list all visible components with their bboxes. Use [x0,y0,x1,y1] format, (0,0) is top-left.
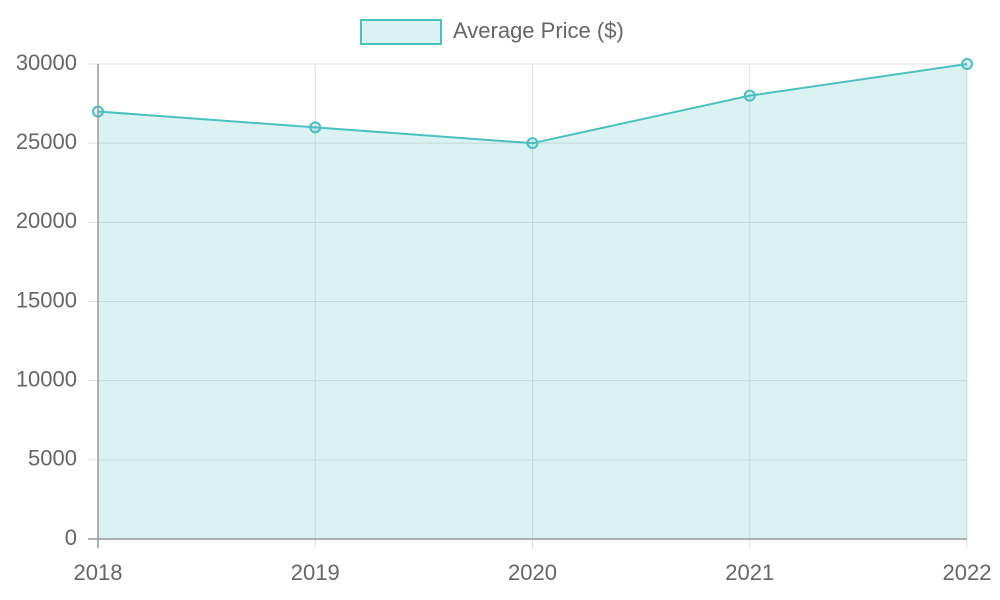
legend-label: Average Price ($) [453,18,624,43]
y-tick-label: 5000 [28,446,77,471]
point [743,89,756,102]
x-tick-label: 2019 [291,560,340,585]
x-tick-label: 2022 [943,560,992,585]
area [98,64,967,539]
x-tick-label: 2021 [725,560,774,585]
y-tick-label: 30000 [16,50,77,75]
y-tick-label: 15000 [16,287,77,312]
point [309,121,322,134]
legend-swatch [360,19,442,45]
x-tick-label: 2018 [74,560,123,585]
x-tick-label: 2020 [508,560,557,585]
y-tick-label: 0 [65,525,77,550]
point [526,137,539,150]
point [961,58,973,70]
line [97,63,968,145]
y-tick-label: 10000 [16,366,77,391]
y-tick-label: 20000 [16,208,77,233]
y-tick-label: 25000 [16,129,77,154]
